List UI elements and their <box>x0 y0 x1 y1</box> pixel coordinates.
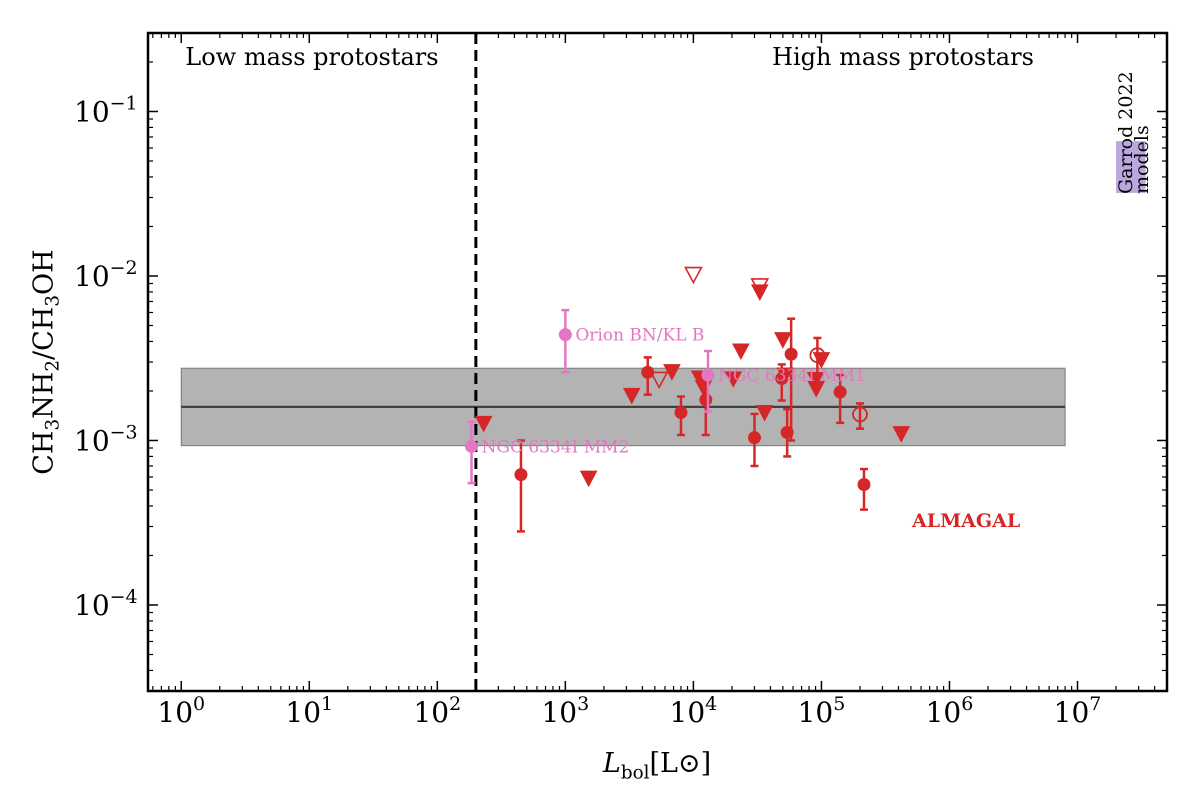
upper-limit-marker <box>774 332 792 349</box>
points-layer <box>465 266 911 533</box>
upper-limit-marker <box>732 343 750 361</box>
model-label-line2: models <box>1131 125 1153 194</box>
detection-marker <box>857 478 871 492</box>
detection-marker <box>514 468 528 482</box>
detection-marker <box>747 431 761 445</box>
reference-label: NGC 6334I MM1 <box>718 366 866 386</box>
y-tick-label: 10−2 <box>74 257 138 293</box>
upper-limit-marker <box>755 404 774 422</box>
x-tick-label: 107 <box>1054 693 1102 729</box>
x-axis-label: Lbol[L⊙] <box>602 748 712 784</box>
x-tick-label: 104 <box>670 693 718 729</box>
open-detection-marker <box>852 406 868 423</box>
band-layer <box>180 367 1066 447</box>
upper-limit-marker <box>474 415 493 433</box>
x-tick-label: 106 <box>926 693 974 729</box>
y-tick-label: 10−4 <box>74 586 138 622</box>
labels-layer: Low mass protostars High mass protostars O… <box>185 43 1034 532</box>
plot-frame <box>146 31 1169 693</box>
detection-marker <box>784 347 798 361</box>
frame-layer <box>146 31 1169 693</box>
open-upper-limit-marker <box>750 278 770 296</box>
upper-limit-marker <box>807 381 826 398</box>
x-tick-label: 102 <box>413 693 461 729</box>
high-mass-label: High mass protostars <box>772 43 1034 71</box>
upper-limit-marker <box>579 470 598 488</box>
x-tick-label: 105 <box>798 693 846 729</box>
reference-marker <box>558 328 572 342</box>
open-upper-limit-marker <box>684 266 703 285</box>
upper-limit-marker <box>622 387 641 405</box>
upper-limit-marker <box>724 371 743 388</box>
model-box <box>1116 141 1146 193</box>
detection-marker <box>699 393 713 407</box>
x-tick-label: 103 <box>541 693 589 729</box>
model-label-line1: Garrod 2022 <box>1115 71 1137 194</box>
y-tick-label: 10−1 <box>74 92 138 128</box>
reference-label: NGC 6334I MM2 <box>482 437 630 457</box>
y-axis-label: CH3NH2/CH3OH <box>28 249 64 475</box>
x-tick-label: 101 <box>285 693 333 729</box>
reference-marker <box>465 439 479 453</box>
low-mass-label: Low mass protostars <box>185 43 438 71</box>
detection-marker <box>775 372 789 386</box>
x-tick-label: 100 <box>157 693 205 729</box>
reference-marker <box>701 368 715 382</box>
almagal-label: ALMAGAL <box>911 510 1020 532</box>
detection-marker <box>833 385 847 399</box>
upper-limit-marker <box>892 426 911 443</box>
reference-label: Orion BN/KL B <box>575 326 704 346</box>
open-detection-marker <box>809 347 826 364</box>
detection-marker <box>641 365 655 379</box>
open-upper-limit-marker <box>649 371 669 390</box>
detection-marker <box>674 405 688 419</box>
y-tick-label: 10−3 <box>74 421 138 457</box>
